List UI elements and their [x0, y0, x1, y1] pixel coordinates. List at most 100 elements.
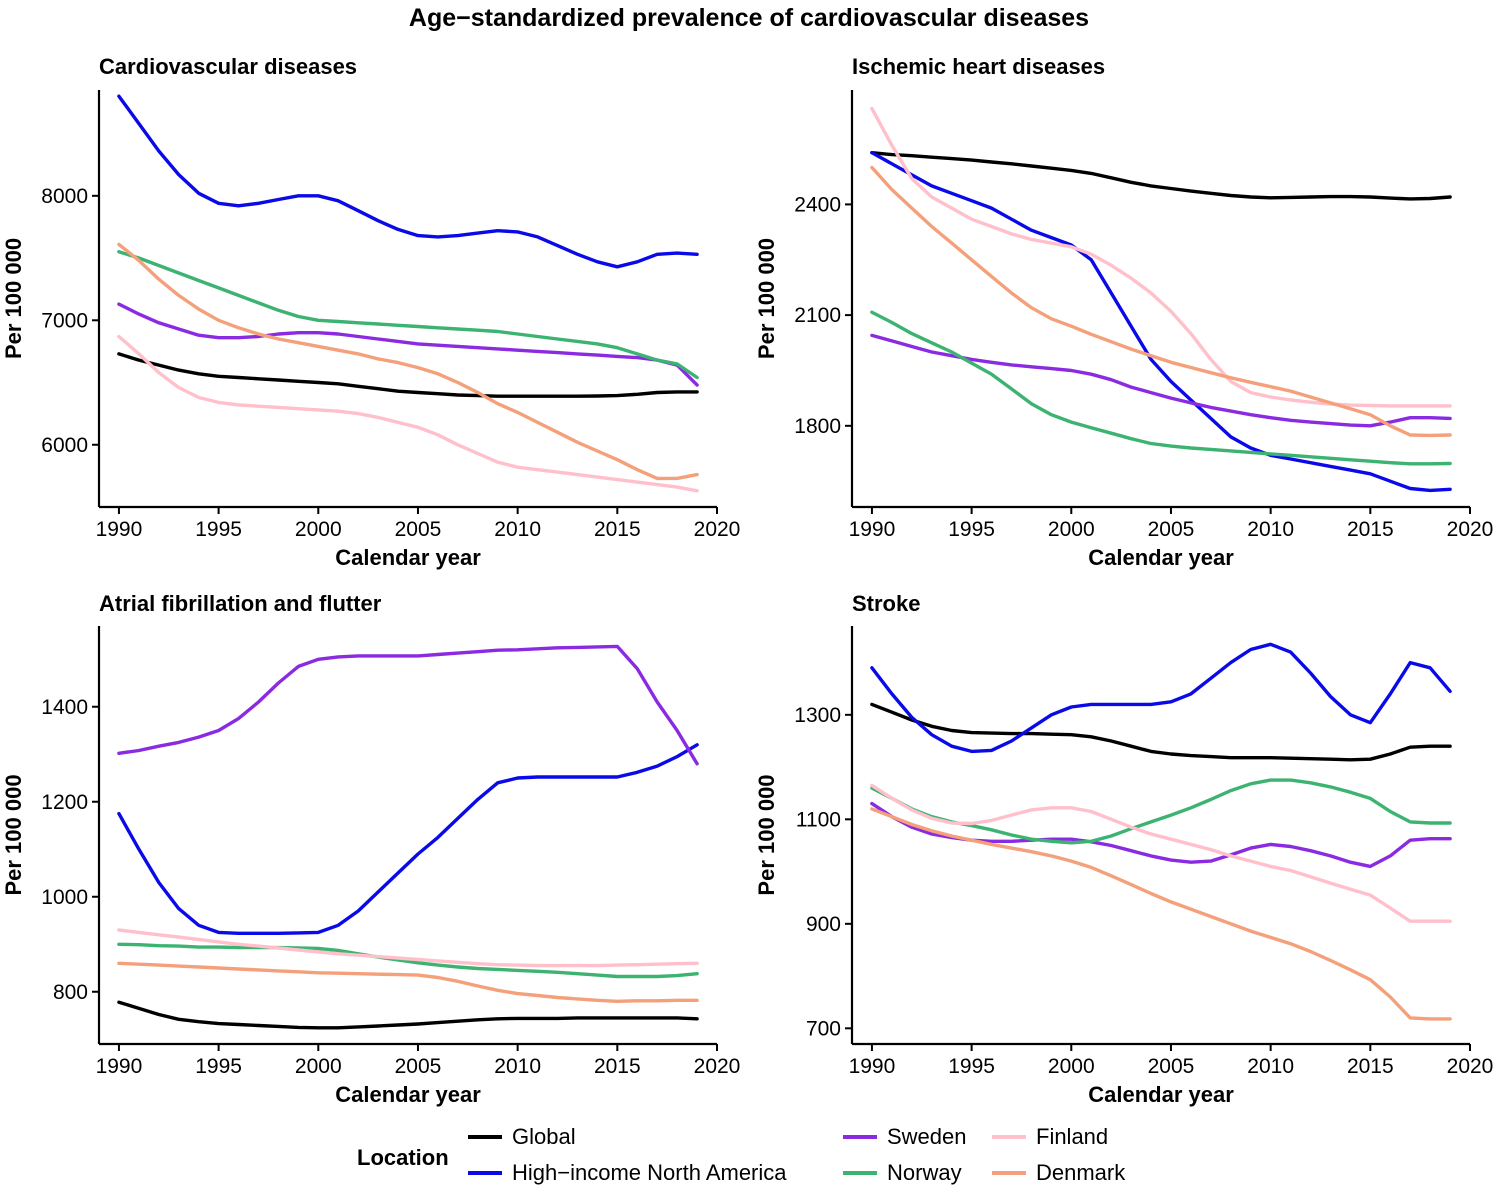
x-tick-label: 2000 — [295, 1055, 342, 1078]
x-tick-label: 2020 — [1447, 518, 1494, 541]
x-axis-label: Calendar year — [335, 1082, 481, 1107]
x-tick-label: 2015 — [594, 1055, 641, 1078]
x-axis-label: Calendar year — [335, 545, 481, 570]
x-tick-label: 2005 — [395, 518, 442, 541]
panel-stroke: Stroke 1990 1995 2000 2005 2010 2015 2020 700 900… — [754, 591, 1493, 1107]
legend-label: Norway — [887, 1160, 962, 1185]
series-line-finland — [870, 783, 1452, 923]
legend-item-finland: Finland — [992, 1124, 1108, 1150]
y-tick-label: 1400 — [41, 696, 88, 719]
y-tick-label: 1100 — [796, 808, 841, 831]
series-line-denmark — [117, 242, 699, 481]
panel-title: Ischemic heart diseases — [852, 54, 1105, 79]
x-tick-label: 1990 — [849, 1055, 896, 1078]
x-tick-label: 2010 — [494, 518, 541, 541]
legend-label: High−income North America — [512, 1160, 787, 1185]
y-tick-label: 8000 — [41, 185, 88, 208]
x-tick-label: 1995 — [948, 518, 995, 541]
panel-title: Cardiovascular diseases — [99, 54, 357, 79]
panel-atrial-fibrillation-and-flutter: Atrial fibrillation and flutter 1990 1995 2… — [1, 591, 740, 1107]
series-line-high-income-north-america — [870, 642, 1452, 754]
x-tick-label: 2015 — [1347, 518, 1394, 541]
series-line-sweden — [117, 644, 699, 766]
x-tick-label: 2010 — [1247, 1055, 1294, 1078]
series-line-sweden — [117, 302, 699, 387]
x-tick-label: 1995 — [948, 1055, 995, 1078]
legend-item-norway: Norway — [843, 1160, 962, 1186]
x-tick-label: 2020 — [694, 518, 741, 541]
y-tick-label: 6000 — [41, 434, 88, 457]
x-tick-label: 1995 — [195, 1055, 242, 1078]
x-tick-label: 2000 — [1048, 1055, 1095, 1078]
legend-swatch — [843, 1171, 877, 1175]
x-tick-label: 2005 — [1148, 1055, 1195, 1078]
legend-swatch — [992, 1135, 1026, 1139]
legend-label: Finland — [1036, 1124, 1109, 1149]
x-tick-label: 2020 — [694, 1055, 741, 1078]
panel-title: Stroke — [852, 591, 920, 616]
panel-title: Atrial fibrillation and flutter — [99, 591, 382, 616]
y-axis-label: Per 100 000 — [1, 774, 26, 895]
x-tick-label: 2020 — [1447, 1055, 1494, 1078]
series-line-global — [117, 352, 699, 398]
legend-swatch — [992, 1171, 1026, 1175]
series-line-high-income-north-america — [117, 743, 699, 935]
x-axis-label: Calendar year — [1088, 545, 1234, 570]
y-tick-label: 700 — [806, 1017, 841, 1040]
legend-item-high-income-north-america: High−income North America — [468, 1160, 787, 1186]
plots-canvas: Cardiovascular diseases 1990 1995 2000 2005 2… — [1, 54, 1493, 1107]
series-line-norway — [117, 250, 699, 380]
panel-cardiovascular-diseases: Cardiovascular diseases 1990 1995 2000 2005 2… — [1, 54, 740, 570]
series-line-sweden — [870, 333, 1452, 428]
series-line-denmark — [870, 165, 1452, 438]
x-axis-label: Calendar year — [1088, 1082, 1234, 1107]
legend-item-denmark: Denmark — [992, 1160, 1125, 1186]
x-tick-label: 2005 — [1148, 518, 1195, 541]
y-axis-label: Per 100 000 — [754, 238, 779, 359]
x-tick-label: 1995 — [195, 518, 242, 541]
legend-label: Global — [512, 1124, 576, 1149]
legend-item-sweden: Sweden — [843, 1124, 967, 1150]
y-tick-label: 1000 — [41, 886, 88, 909]
y-tick-label: 7000 — [41, 309, 88, 332]
legend-title: Location — [357, 1145, 449, 1170]
y-tick-label: 800 — [53, 981, 88, 1004]
x-tick-label: 1990 — [849, 518, 896, 541]
y-tick-label: 1300 — [794, 704, 841, 727]
x-tick-label: 2000 — [295, 518, 342, 541]
legend-item-global: Global — [468, 1124, 576, 1150]
y-axis-label: Per 100 000 — [754, 774, 779, 895]
series-line-global — [870, 150, 1452, 201]
series-line-global — [117, 1000, 699, 1030]
x-tick-label: 1990 — [96, 1055, 143, 1078]
x-tick-label: 2005 — [395, 1055, 442, 1078]
series-line-denmark — [117, 961, 699, 1003]
series-line-norway — [117, 942, 699, 979]
series-line-finland — [117, 928, 699, 968]
x-tick-label: 1990 — [96, 518, 143, 541]
x-tick-label: 2015 — [1347, 1055, 1394, 1078]
legend-swatch — [468, 1171, 502, 1175]
y-tick-label: 1200 — [41, 791, 88, 814]
series-line-denmark — [870, 807, 1452, 1021]
y-tick-label: 2100 — [794, 304, 841, 327]
legend-swatch — [843, 1135, 877, 1139]
figure-title: Age−standardized prevalence of cardiovas… — [408, 4, 1090, 32]
series-line-high-income-north-america — [870, 150, 1452, 493]
x-tick-label: 2015 — [594, 518, 641, 541]
series-line-finland — [117, 334, 699, 493]
x-tick-label: 2010 — [1247, 518, 1294, 541]
series-line-norway — [870, 310, 1452, 466]
series-line-high-income-north-america — [117, 94, 699, 269]
series-line-global — [870, 702, 1452, 762]
y-tick-label: 900 — [806, 913, 841, 936]
legend-label: Denmark — [1036, 1160, 1126, 1185]
panel-ischemic-heart-diseases: Ischemic heart diseases 1990 1995 2000 2005 2… — [754, 54, 1493, 570]
legend-label: Sweden — [887, 1124, 967, 1149]
series-line-finland — [870, 106, 1452, 408]
y-tick-label: 2400 — [794, 193, 841, 216]
y-tick-label: 1800 — [794, 415, 841, 438]
x-tick-label: 2010 — [494, 1055, 541, 1078]
series-line-norway — [870, 778, 1452, 845]
